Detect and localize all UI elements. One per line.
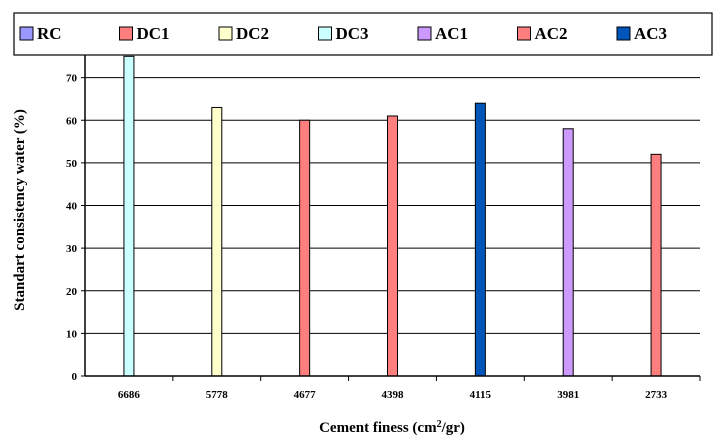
bar-dc2-5778 [211, 106, 223, 377]
legend-swatch-ac2 [517, 26, 531, 41]
x-tick-label: 5778 [206, 389, 229, 401]
y-tick-label: 10 [66, 328, 78, 340]
y-tick-label: 40 [66, 201, 78, 213]
bar-ac2-2733 [650, 153, 662, 377]
bar-ac2-4398 [387, 115, 398, 377]
legend-swatch-rc [19, 26, 34, 41]
y-tick-label: 30 [66, 243, 78, 255]
bar-ac1-3981 [562, 128, 574, 377]
y-axis-title: Standart consistency water (%) [12, 109, 28, 311]
legend-label-rc: RC [37, 24, 62, 43]
legend-label-ac1: AC1 [435, 24, 468, 43]
legend-swatch-dc2 [218, 26, 233, 41]
x-tick-label: 4115 [470, 389, 492, 401]
legend-swatch-dc3 [318, 26, 332, 41]
bar-dc3-6686 [123, 55, 135, 377]
legend-label-dc1: DC1 [137, 24, 170, 43]
x-tick-labels: 6686 5778 4677 4398 4115 3981 2733 [118, 376, 701, 401]
x-axis-title: Cement finess (cm2/gr) [319, 419, 465, 437]
axes [84, 35, 700, 377]
y-tick-label: 60 [66, 115, 78, 127]
x-tick-label: 4677 [294, 389, 317, 401]
bar-ac2-4677 [299, 119, 311, 377]
legend-label-dc3: DC3 [336, 24, 369, 43]
legend: RC DC1 DC2 DC3 AC1 AC2 AC3 [13, 12, 713, 56]
legend-label-ac2: AC2 [535, 24, 568, 43]
bar-ac3-4115 [474, 102, 486, 377]
legend-swatch-dc1 [119, 26, 133, 41]
y-tick-label: 20 [66, 286, 78, 298]
x-tick-label: 6686 [118, 389, 141, 401]
legend-swatch-ac3 [616, 26, 631, 41]
x-tick-label: 2733 [645, 389, 668, 401]
x-tick-label: 4398 [382, 389, 405, 401]
legend-swatch-ac1 [417, 26, 432, 41]
y-tick-label: 50 [66, 158, 78, 170]
x-tick-label: 3981 [557, 389, 579, 401]
y-tick-label: 0 [72, 371, 78, 383]
y-tick-label: 70 [66, 73, 78, 85]
legend-label-dc2: DC2 [236, 24, 269, 43]
x-axis-title-superscript: 2 [437, 419, 442, 430]
y-tick-labels: 01020304050607080 [66, 30, 78, 383]
legend-label-ac3: AC3 [634, 24, 667, 43]
bars [123, 55, 662, 377]
